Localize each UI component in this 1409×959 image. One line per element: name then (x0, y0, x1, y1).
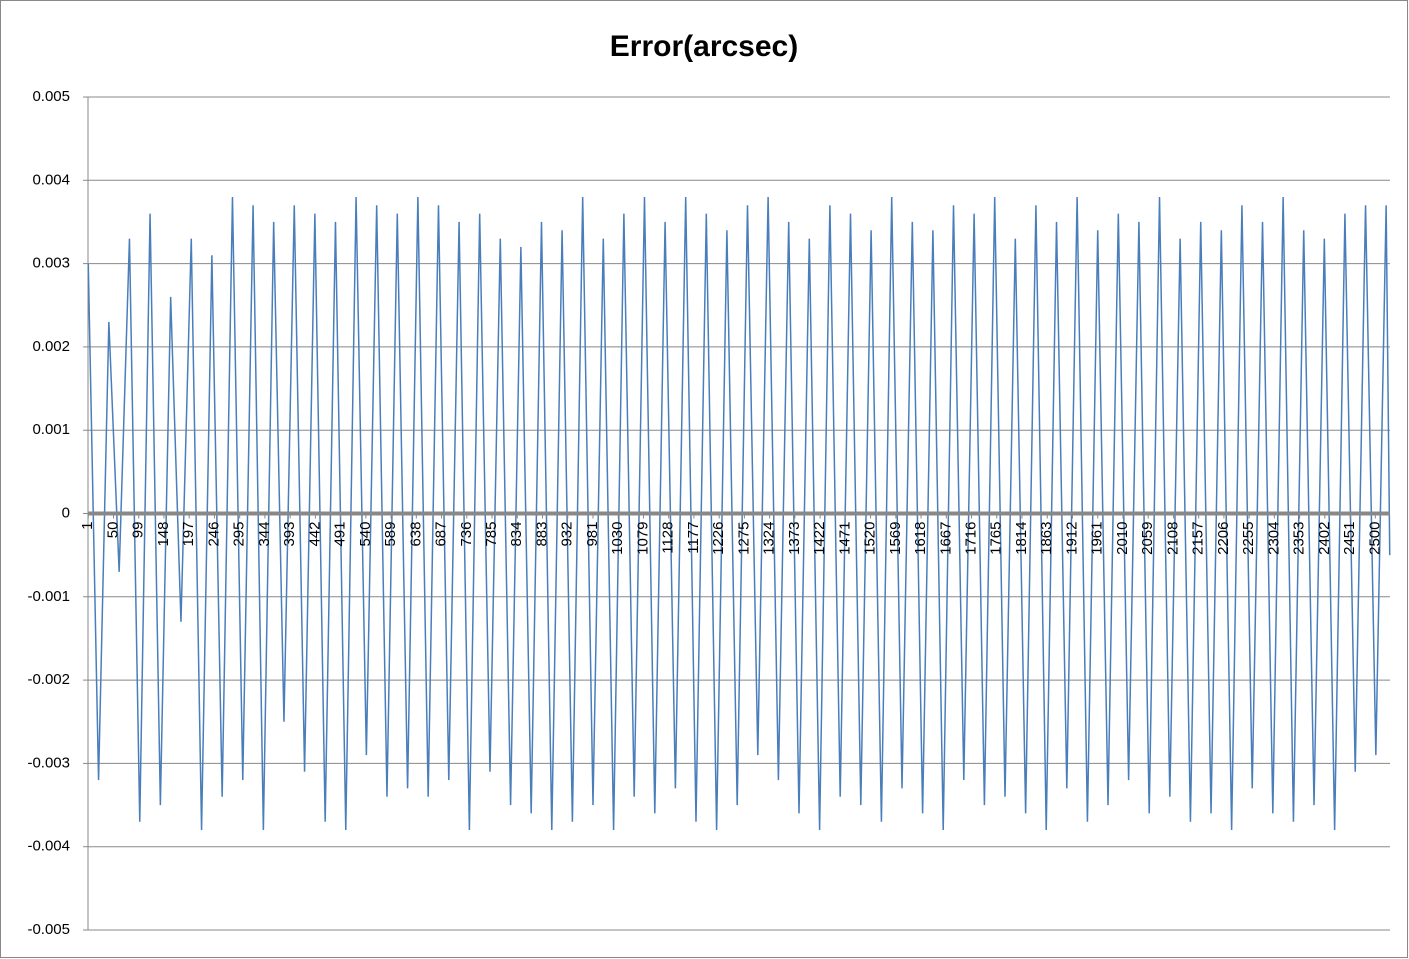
x-tick-label: 932 (559, 522, 576, 547)
x-tick-label: 344 (256, 522, 273, 547)
x-tick-label: 1471 (836, 522, 853, 555)
x-tick-label: 1912 (1063, 522, 1080, 555)
x-tick-label: 1324 (761, 522, 778, 555)
y-tick-label: 0.005 (32, 88, 70, 105)
x-tick-label: 834 (508, 522, 525, 547)
x-tick-label: 99 (130, 522, 147, 539)
x-tick-label: 1863 (1038, 522, 1055, 555)
x-tick-label: 1569 (887, 522, 904, 555)
x-tick-label: 491 (332, 522, 349, 547)
x-tick-label: 638 (407, 522, 424, 547)
chart-title: Error(arcsec) (610, 30, 798, 63)
x-tick-label: 1667 (937, 522, 954, 555)
x-tick-label: 1079 (634, 522, 651, 555)
x-tick-label: 50 (104, 522, 121, 539)
x-tick-label: 883 (533, 522, 550, 547)
y-tick-label: 0.003 (32, 255, 70, 272)
x-tick-label: 148 (155, 522, 172, 547)
x-tick-label: 1520 (862, 522, 879, 555)
y-tick-label: -0.005 (27, 921, 70, 938)
y-tick-label: -0.002 (27, 671, 70, 688)
x-tick-label: 785 (483, 522, 500, 547)
x-tick-label: 442 (306, 522, 323, 547)
x-tick-label: 1961 (1089, 522, 1106, 555)
x-tick-label: 1177 (685, 522, 702, 554)
x-tick-label: 246 (205, 522, 222, 547)
x-tick-label: 2255 (1240, 522, 1257, 555)
line-series (87, 196, 1391, 831)
x-tick-label: 2108 (1164, 522, 1181, 555)
x-tick-label: 1373 (786, 522, 803, 555)
y-tick-label: -0.004 (27, 838, 70, 855)
x-tick-label: 1275 (735, 522, 752, 555)
x-tick-label: 1618 (912, 522, 929, 555)
x-tick-label: 2451 (1341, 522, 1358, 555)
x-tick-label: 2206 (1215, 522, 1232, 555)
x-tick-label: 2059 (1139, 522, 1156, 555)
x-tick-label: 981 (584, 522, 601, 547)
x-tick-label: 1226 (710, 522, 727, 555)
x-tick-label: 2304 (1265, 522, 1282, 555)
x-tick-label: 295 (231, 522, 248, 547)
y-tick-label: -0.003 (27, 754, 70, 771)
x-tick-label: 1 (79, 522, 96, 530)
x-tick-label: 736 (458, 522, 475, 547)
x-tick-label: 540 (357, 522, 374, 547)
x-tick-label: 2157 (1190, 522, 1207, 555)
x-tick-label: 1814 (1013, 522, 1030, 555)
y-tick-label: 0.001 (32, 421, 70, 438)
x-tick-label: 2500 (1366, 522, 1383, 555)
y-tick-label: 0 (62, 504, 70, 521)
x-tick-label: 2402 (1316, 522, 1333, 555)
x-tick-label: 1128 (660, 522, 677, 554)
y-tick-label: 0.002 (32, 338, 70, 355)
x-tick-label: 2010 (1114, 522, 1131, 555)
y-tick-label: -0.001 (27, 588, 70, 605)
x-tick-label: 1716 (963, 522, 980, 555)
x-tick-label: 1422 (811, 522, 828, 555)
x-tick-label: 197 (180, 522, 197, 547)
x-tick-label: 1030 (609, 522, 626, 555)
x-tick-label: 2353 (1291, 522, 1308, 555)
x-tick-label: 687 (433, 522, 450, 547)
y-tick-label: 0.004 (32, 171, 70, 188)
x-tick-label: 393 (281, 522, 298, 547)
x-tick-label: 1765 (988, 522, 1005, 555)
x-tick-label: 589 (382, 522, 399, 547)
